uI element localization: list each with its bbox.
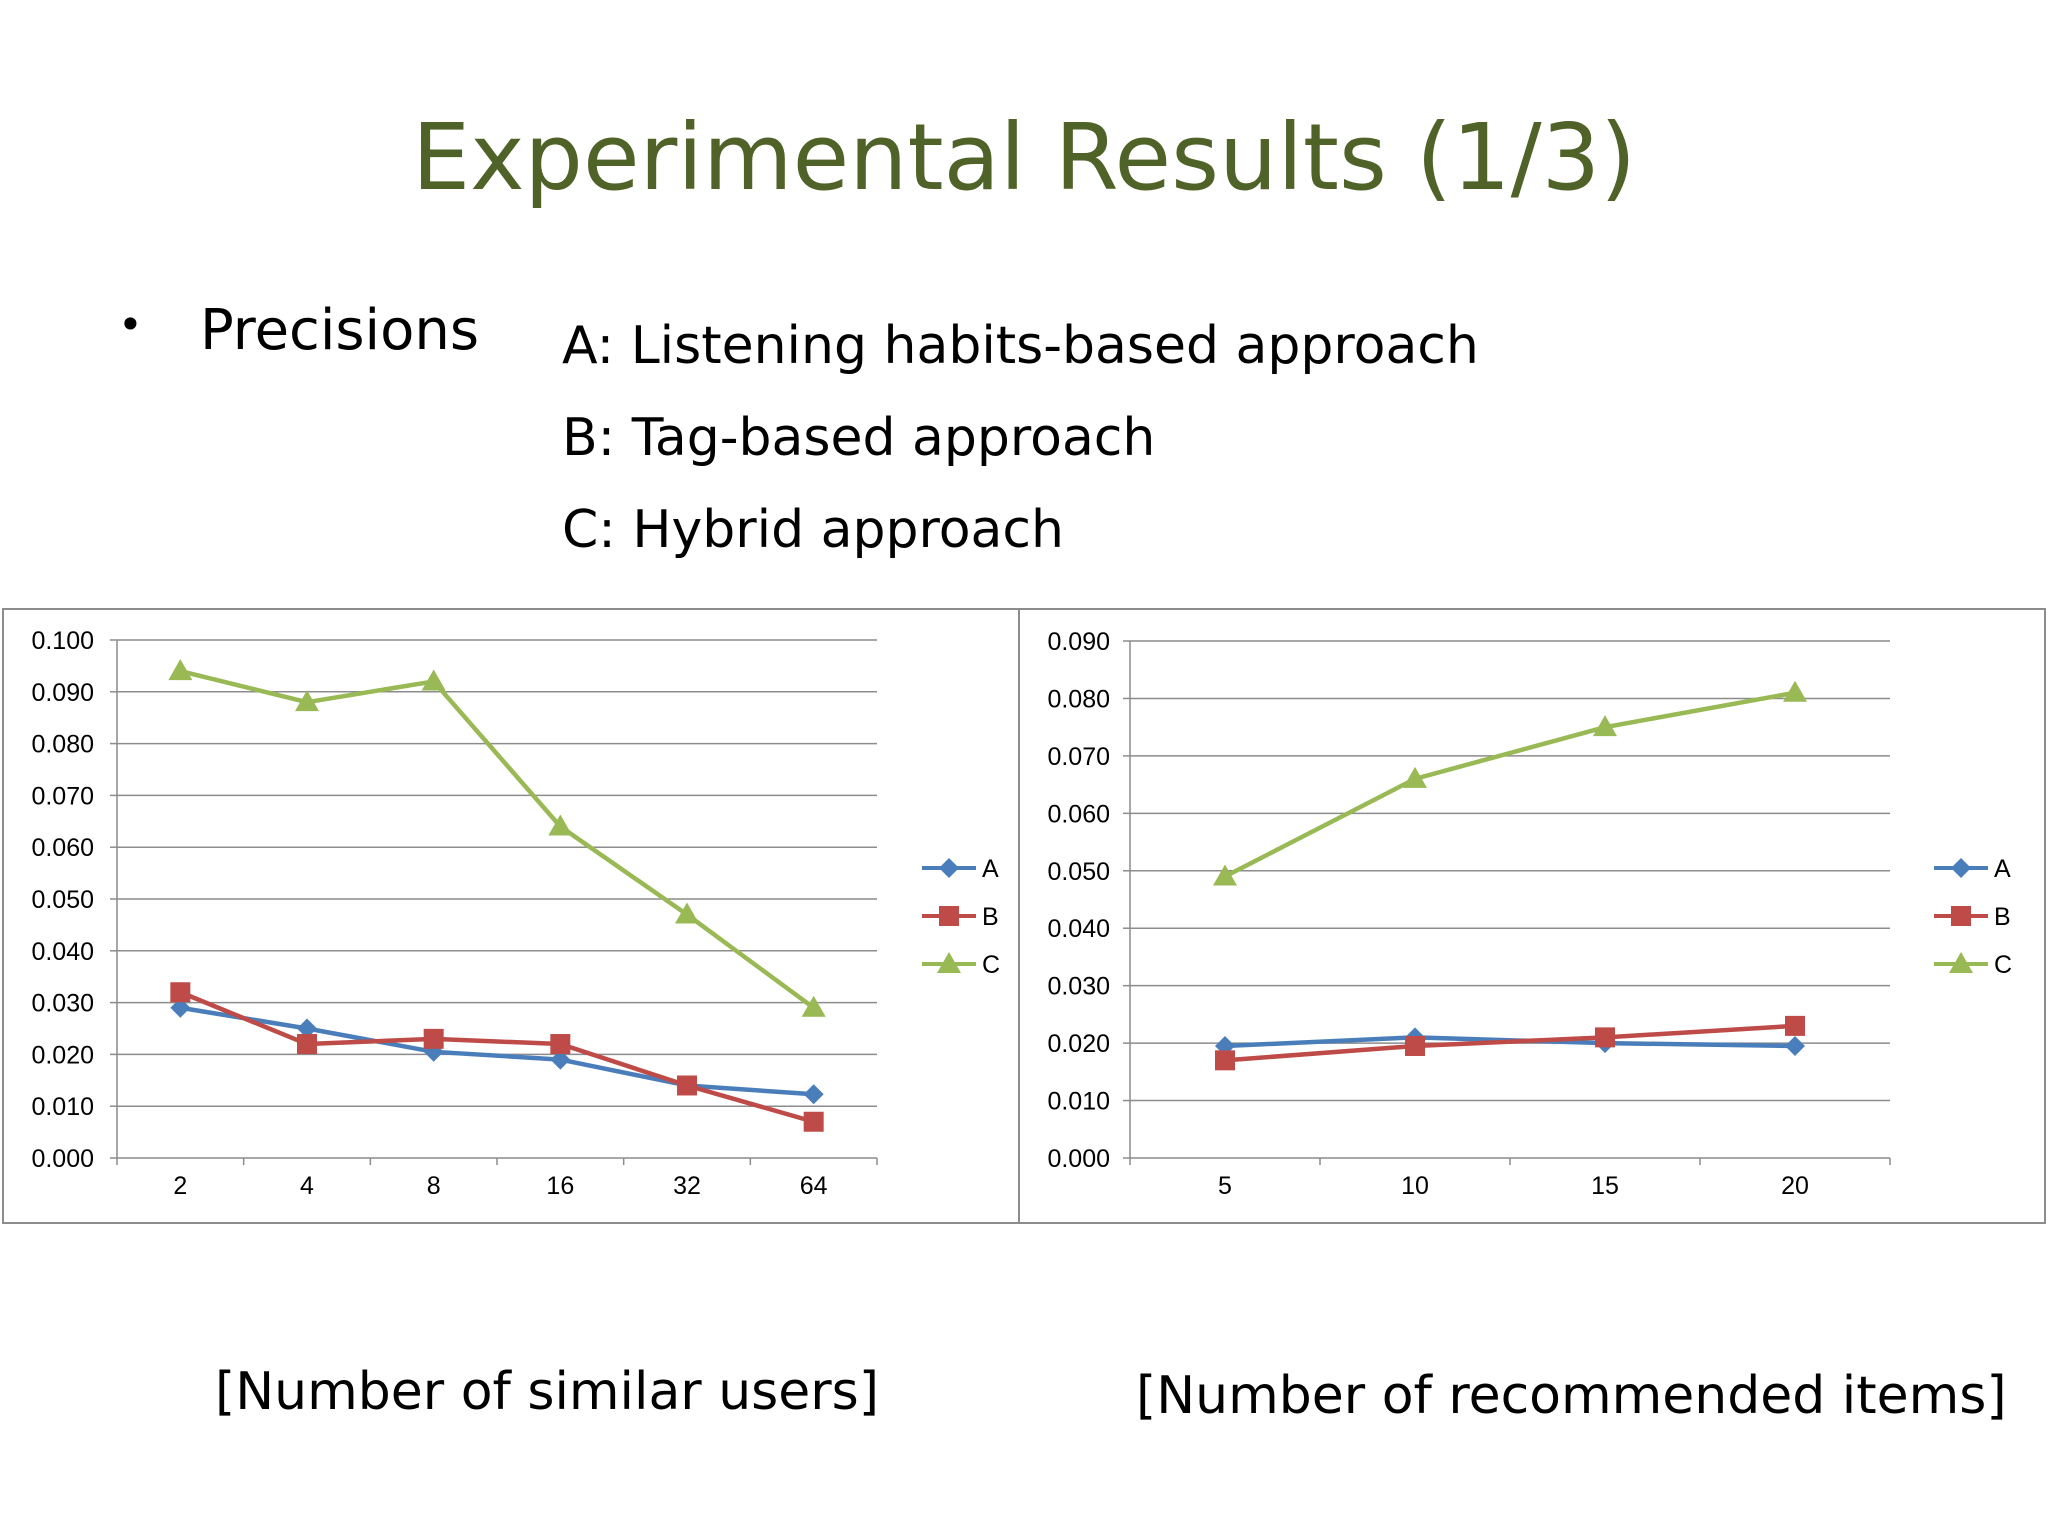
series-B-point <box>170 982 191 1003</box>
series-B-point <box>423 1028 444 1049</box>
legend-label: B <box>982 903 999 931</box>
series-C-line <box>179 668 816 1010</box>
series-C <box>168 659 826 1017</box>
series-A-point <box>297 1018 317 1039</box>
legend-item-A: A <box>1934 855 2011 883</box>
series-B-point <box>550 1034 571 1055</box>
series-A-point <box>1785 1035 1805 1056</box>
series-C-point <box>168 659 193 681</box>
series-A-line <box>179 1005 814 1097</box>
chart-recommended-items: 0.000 0.010 0.020 0.030 0.040 0.050 0.060 0.070… <box>1018 608 2046 1224</box>
definition-a: A: Listening habits-based approach <box>562 316 1479 376</box>
y-tick-label: 0.050 <box>31 886 94 914</box>
series-A-point <box>550 1049 571 1070</box>
series-C-point <box>1213 864 1237 886</box>
y-tick-label: 0.080 <box>1047 685 1110 713</box>
legend-label: B <box>1994 903 2011 931</box>
legend-marker <box>939 858 959 878</box>
series-C-line <box>1223 690 1796 879</box>
x-tick-label: 20 <box>1781 1172 1809 1200</box>
series-B-point <box>1595 1027 1615 1048</box>
legend-label: C <box>1994 951 2012 979</box>
legend-item-B: B <box>922 903 999 931</box>
series-B-point <box>1785 1015 1805 1036</box>
y-tick-label: 0.050 <box>1047 858 1110 886</box>
series-C-point <box>1783 680 1807 702</box>
series-C-point <box>421 669 446 691</box>
legend-marker <box>939 906 959 926</box>
y-tick-label: 0.070 <box>1047 743 1110 771</box>
chart-svg: 0.000 0.010 0.020 0.030 0.040 0.050 0.060 0.070… <box>31 627 1000 1200</box>
legend-marker <box>1951 858 1971 878</box>
x-tick-label: 4 <box>300 1172 314 1200</box>
bullet-precisions: Precisions <box>200 298 480 363</box>
caption-recommended-items: [Number of recommended items] <box>1136 1366 2007 1426</box>
x-tick-label: 10 <box>1401 1172 1429 1200</box>
series-B-point <box>677 1075 697 1096</box>
y-tick-label: 0.060 <box>31 834 94 862</box>
x-tick-label: 15 <box>1591 1172 1619 1200</box>
x-tick-label: 32 <box>673 1172 701 1200</box>
legend-label: C <box>982 951 1000 979</box>
y-tick-label: 0.020 <box>1047 1030 1110 1058</box>
series-A-point <box>1215 1035 1235 1056</box>
series-A <box>170 997 824 1105</box>
legend-marker <box>1951 906 1971 926</box>
definition-c: C: Hybrid approach <box>562 500 1064 560</box>
legend-item-C: C <box>922 951 1000 979</box>
y-tick-label: 0.060 <box>1047 800 1110 828</box>
series-C-point <box>295 690 319 712</box>
slide-title: Experimental Results (1/3) <box>411 104 1637 211</box>
y-tick-label: 0.090 <box>31 679 94 707</box>
series-A-point <box>170 997 191 1018</box>
legend-label: A <box>982 855 999 883</box>
y-tick-label: 0.000 <box>1047 1145 1110 1173</box>
y-tick-label: 0.010 <box>31 1093 94 1121</box>
x-tick-label: 5 <box>1218 1172 1232 1200</box>
x-tick-label: 64 <box>800 1172 828 1200</box>
y-tick-label: 0.020 <box>31 1041 94 1069</box>
legend-item-B: B <box>1934 903 2011 931</box>
bullet-marker: • <box>118 300 143 349</box>
y-tick-label: 0.000 <box>31 1145 94 1173</box>
y-tick-label: 0.040 <box>31 938 94 966</box>
y-tick-label: 0.080 <box>31 731 94 759</box>
legend-item-A: A <box>922 855 999 883</box>
definition-b: B: Tag-based approach <box>562 408 1156 468</box>
y-tick-label: 0.090 <box>1047 628 1110 656</box>
series-B-point <box>297 1034 317 1055</box>
y-tick-label: 0.070 <box>31 782 94 810</box>
y-tick-label: 0.030 <box>1047 973 1110 1001</box>
series-B-line <box>179 990 815 1124</box>
y-tick-label: 0.100 <box>31 627 94 655</box>
series-C-point <box>548 814 573 836</box>
series-B <box>1215 1015 1805 1071</box>
x-tick-label: 2 <box>173 1172 187 1200</box>
series-C-point <box>801 995 826 1017</box>
y-tick-label: 0.030 <box>31 990 94 1018</box>
series-C-point <box>1403 766 1427 788</box>
x-tick-label: 16 <box>546 1172 574 1200</box>
series-B-point <box>1215 1050 1235 1071</box>
series-C-point <box>1593 715 1617 737</box>
chart-svg: 0.000 0.010 0.020 0.030 0.040 0.050 0.060 0.070… <box>1047 628 2012 1200</box>
series-C <box>1213 680 1807 886</box>
x-tick-label: 8 <box>427 1172 441 1200</box>
y-tick-label: 0.010 <box>1047 1088 1110 1116</box>
legend-label: A <box>1994 855 2011 883</box>
series-B <box>170 982 824 1132</box>
caption-similar-users: [Number of similar users] <box>215 1362 880 1422</box>
series-B-point <box>1405 1035 1425 1056</box>
y-tick-label: 0.040 <box>1047 915 1110 943</box>
legend-marker <box>1949 952 1973 973</box>
series-B-point <box>803 1111 824 1132</box>
chart-similar-users: 0.000 0.010 0.020 0.030 0.040 0.050 0.060 0.070… <box>2 608 1020 1224</box>
series-B-line <box>1224 1023 1796 1063</box>
legend-item-C: C <box>1934 951 2012 979</box>
series-A-point <box>803 1084 824 1105</box>
series-C-point <box>675 902 699 924</box>
legend-marker <box>937 952 961 973</box>
